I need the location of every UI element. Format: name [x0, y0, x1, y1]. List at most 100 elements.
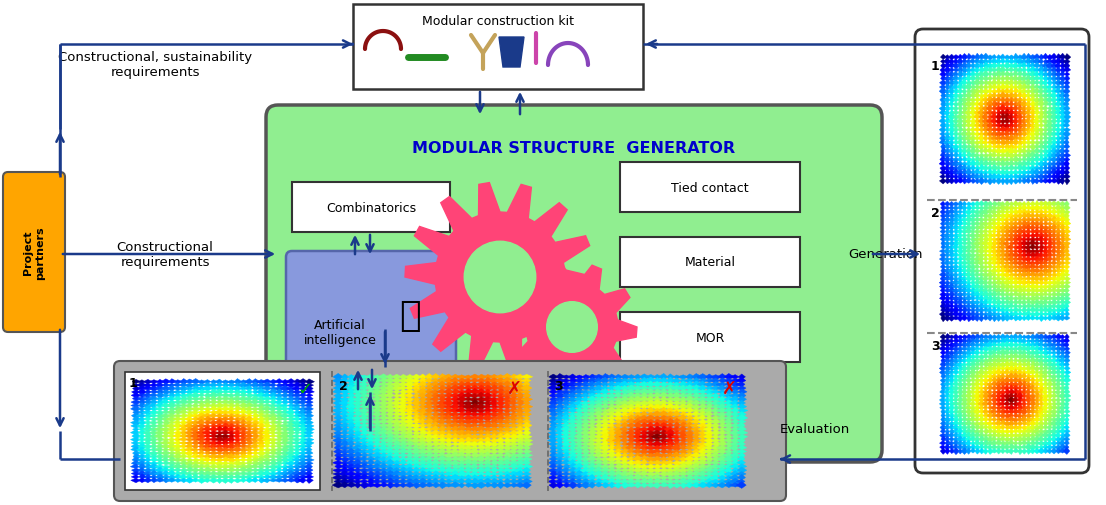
Polygon shape — [438, 416, 448, 421]
Polygon shape — [215, 461, 223, 467]
Polygon shape — [490, 449, 499, 454]
Polygon shape — [292, 455, 301, 460]
Polygon shape — [1022, 257, 1027, 263]
Polygon shape — [1035, 201, 1040, 207]
Polygon shape — [1061, 381, 1065, 387]
Polygon shape — [274, 407, 284, 411]
Polygon shape — [145, 390, 152, 394]
Polygon shape — [562, 449, 572, 454]
Polygon shape — [952, 273, 958, 279]
Polygon shape — [987, 362, 994, 368]
Polygon shape — [1008, 127, 1014, 134]
Polygon shape — [712, 441, 722, 447]
Polygon shape — [1030, 350, 1036, 356]
Polygon shape — [588, 374, 597, 379]
Polygon shape — [982, 111, 989, 117]
Polygon shape — [280, 404, 289, 408]
Polygon shape — [1009, 265, 1015, 271]
Polygon shape — [399, 457, 407, 462]
Polygon shape — [131, 437, 140, 442]
Polygon shape — [374, 375, 380, 380]
Polygon shape — [1039, 140, 1044, 147]
Polygon shape — [483, 408, 492, 413]
Polygon shape — [523, 438, 533, 444]
Polygon shape — [304, 455, 313, 459]
Polygon shape — [385, 416, 396, 420]
Polygon shape — [666, 441, 676, 446]
Polygon shape — [940, 72, 947, 78]
Polygon shape — [717, 445, 728, 451]
Polygon shape — [961, 265, 968, 270]
Polygon shape — [497, 482, 504, 489]
Polygon shape — [1018, 218, 1022, 224]
Polygon shape — [997, 257, 1002, 263]
Polygon shape — [1052, 102, 1058, 108]
Polygon shape — [138, 411, 146, 415]
Polygon shape — [988, 68, 994, 73]
Polygon shape — [698, 408, 708, 414]
Polygon shape — [379, 449, 387, 454]
Polygon shape — [263, 423, 272, 428]
Polygon shape — [258, 413, 265, 418]
Polygon shape — [149, 454, 159, 459]
Polygon shape — [452, 465, 461, 470]
Polygon shape — [501, 465, 511, 469]
Polygon shape — [232, 430, 242, 436]
Polygon shape — [940, 214, 947, 220]
Polygon shape — [620, 437, 628, 442]
Polygon shape — [581, 408, 589, 413]
Polygon shape — [1004, 148, 1011, 155]
Polygon shape — [640, 423, 649, 428]
Polygon shape — [495, 437, 504, 443]
Polygon shape — [952, 350, 959, 357]
Polygon shape — [964, 420, 972, 426]
Polygon shape — [1060, 101, 1066, 109]
Polygon shape — [599, 468, 612, 472]
Polygon shape — [967, 414, 971, 418]
Polygon shape — [1022, 405, 1027, 411]
Polygon shape — [1047, 374, 1052, 379]
Polygon shape — [1054, 107, 1062, 113]
Polygon shape — [353, 374, 364, 379]
Polygon shape — [953, 363, 960, 368]
Polygon shape — [1030, 429, 1036, 434]
Polygon shape — [1043, 312, 1048, 317]
Polygon shape — [962, 311, 967, 318]
Polygon shape — [1042, 120, 1050, 125]
Polygon shape — [962, 201, 967, 207]
Polygon shape — [1016, 158, 1022, 163]
Polygon shape — [949, 111, 954, 117]
Polygon shape — [692, 409, 700, 414]
Polygon shape — [1051, 230, 1057, 234]
Polygon shape — [198, 474, 207, 480]
Polygon shape — [269, 450, 279, 455]
Polygon shape — [509, 471, 520, 477]
Polygon shape — [1051, 119, 1057, 125]
Polygon shape — [163, 431, 170, 436]
Polygon shape — [952, 354, 959, 361]
Polygon shape — [620, 468, 630, 473]
Polygon shape — [1024, 90, 1032, 94]
Polygon shape — [723, 479, 734, 485]
Polygon shape — [358, 468, 369, 473]
Polygon shape — [945, 132, 950, 138]
Polygon shape — [1043, 386, 1048, 391]
Polygon shape — [1016, 309, 1022, 313]
Polygon shape — [737, 460, 745, 465]
Polygon shape — [510, 389, 519, 394]
Polygon shape — [216, 447, 225, 453]
Polygon shape — [345, 479, 356, 483]
Polygon shape — [613, 479, 622, 484]
Polygon shape — [1040, 64, 1044, 70]
Polygon shape — [952, 158, 960, 163]
Polygon shape — [251, 457, 260, 463]
Polygon shape — [995, 268, 1001, 274]
Polygon shape — [658, 420, 669, 425]
Polygon shape — [1037, 292, 1045, 297]
Polygon shape — [958, 205, 964, 211]
Polygon shape — [1043, 448, 1048, 453]
Polygon shape — [992, 296, 998, 301]
Polygon shape — [969, 365, 977, 372]
Polygon shape — [1065, 370, 1071, 375]
Polygon shape — [347, 427, 356, 432]
